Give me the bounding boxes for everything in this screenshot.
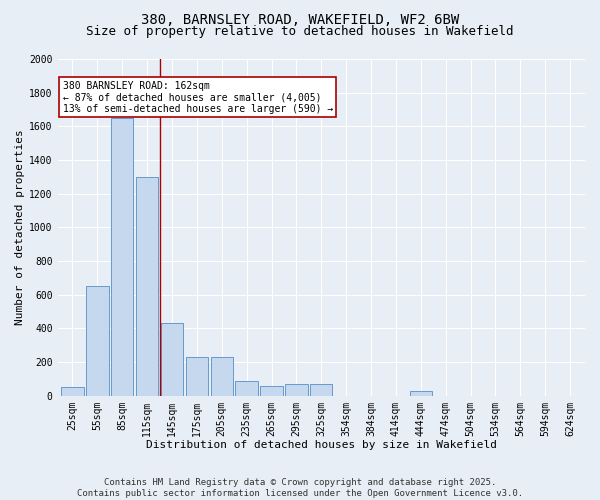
Bar <box>185 357 208 396</box>
Bar <box>260 386 283 396</box>
Y-axis label: Number of detached properties: Number of detached properties <box>15 130 25 325</box>
Bar <box>61 388 83 396</box>
Bar <box>410 390 432 396</box>
Text: 380 BARNSLEY ROAD: 162sqm
← 87% of detached houses are smaller (4,005)
13% of se: 380 BARNSLEY ROAD: 162sqm ← 87% of detac… <box>63 81 333 114</box>
Text: 380, BARNSLEY ROAD, WAKEFIELD, WF2 6BW: 380, BARNSLEY ROAD, WAKEFIELD, WF2 6BW <box>141 12 459 26</box>
Bar <box>136 177 158 396</box>
Bar <box>111 118 133 396</box>
Text: Contains HM Land Registry data © Crown copyright and database right 2025.
Contai: Contains HM Land Registry data © Crown c… <box>77 478 523 498</box>
Bar <box>235 380 258 396</box>
Bar <box>211 357 233 396</box>
X-axis label: Distribution of detached houses by size in Wakefield: Distribution of detached houses by size … <box>146 440 497 450</box>
Bar <box>285 384 308 396</box>
Bar <box>86 286 109 396</box>
Bar <box>161 324 183 396</box>
Bar <box>310 384 332 396</box>
Text: Size of property relative to detached houses in Wakefield: Size of property relative to detached ho… <box>86 25 514 38</box>
